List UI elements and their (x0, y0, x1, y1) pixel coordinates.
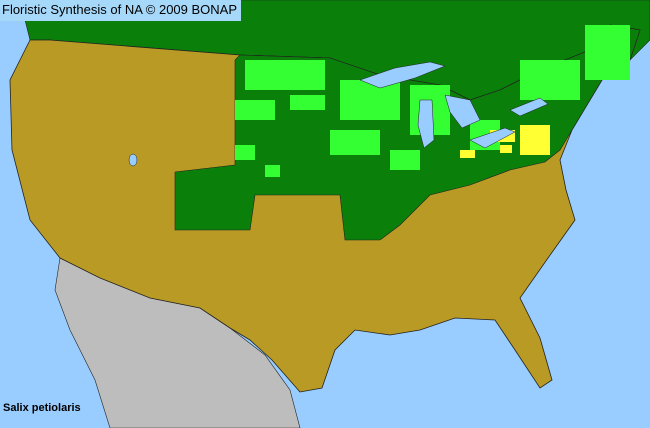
species-label: Salix petiolaris (3, 402, 81, 414)
map-title: Floristic Synthesis of NA © 2009 BONAP (0, 0, 242, 21)
present-county-patches (235, 25, 630, 177)
great-lakes (128, 61, 549, 167)
